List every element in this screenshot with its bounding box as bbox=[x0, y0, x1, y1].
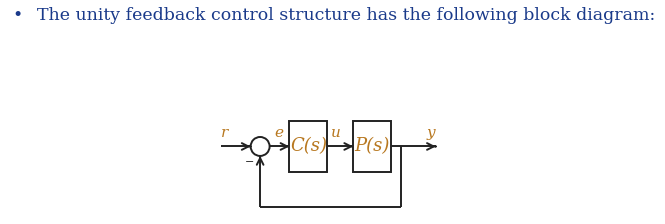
Text: P(s): P(s) bbox=[354, 138, 390, 155]
Text: •: • bbox=[12, 7, 22, 24]
Text: The unity feedback control structure has the following block diagram:: The unity feedback control structure has… bbox=[37, 7, 655, 24]
Text: C(s): C(s) bbox=[290, 138, 327, 155]
Text: e: e bbox=[275, 126, 284, 140]
Text: y: y bbox=[426, 126, 435, 140]
Bar bbox=[353, 121, 391, 172]
Text: u: u bbox=[331, 126, 340, 140]
Text: r: r bbox=[221, 126, 229, 140]
Text: −: − bbox=[245, 157, 254, 167]
Bar bbox=[289, 121, 327, 172]
